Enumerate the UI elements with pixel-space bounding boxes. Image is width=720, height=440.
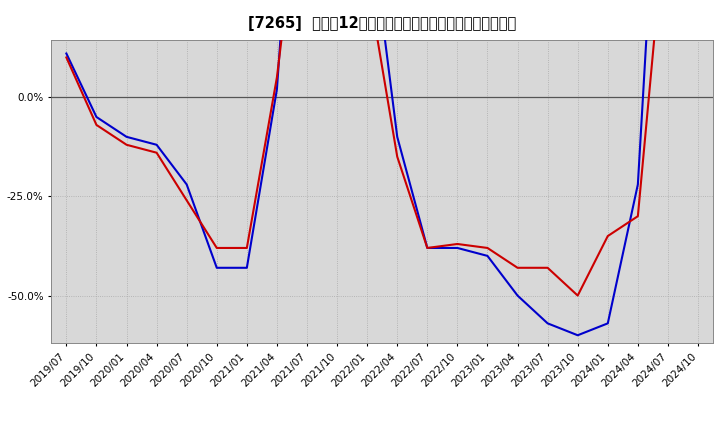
- 当期純利益: [423, 246, 431, 251]
- 経常利益: [483, 253, 492, 259]
- 経常利益: [423, 246, 431, 251]
- 経常利益: [513, 293, 522, 298]
- 経常利益: [243, 265, 251, 271]
- 経常利益: [573, 333, 582, 338]
- 経常利益: [212, 265, 221, 271]
- 当期純利益: [92, 122, 101, 128]
- 当期純利益: [243, 246, 251, 251]
- 経常利益: [603, 321, 612, 326]
- 経常利益: [182, 182, 191, 187]
- 当期純利益: [212, 246, 221, 251]
- 経常利益: [62, 51, 71, 56]
- 当期純利益: [483, 246, 492, 251]
- 当期純利益: [273, 75, 282, 80]
- Line: 経常利益: 経常利益: [66, 0, 668, 335]
- 当期純利益: [634, 213, 642, 219]
- 経常利益: [453, 246, 462, 251]
- 経常利益: [544, 321, 552, 326]
- 経常利益: [273, 87, 282, 92]
- 当期純利益: [544, 265, 552, 271]
- 経常利益: [122, 134, 131, 139]
- 当期純利益: [122, 142, 131, 147]
- 経常利益: [92, 114, 101, 120]
- 経常利益: [393, 134, 402, 139]
- 当期純利益: [182, 198, 191, 203]
- 当期純利益: [153, 150, 161, 155]
- 当期純利益: [573, 293, 582, 298]
- 当期純利益: [513, 265, 522, 271]
- 当期純利益: [603, 233, 612, 238]
- Line: 当期純利益: 当期純利益: [66, 0, 668, 296]
- 当期純利益: [453, 242, 462, 247]
- 当期純利益: [62, 55, 71, 60]
- 経常利益: [153, 142, 161, 147]
- 当期純利益: [393, 154, 402, 159]
- Title: [7265]  利益だ12か月移動合計の対前年同期増減率の推移: [7265] 利益だ12か月移動合計の対前年同期増減率の推移: [248, 16, 516, 32]
- 経常利益: [634, 182, 642, 187]
